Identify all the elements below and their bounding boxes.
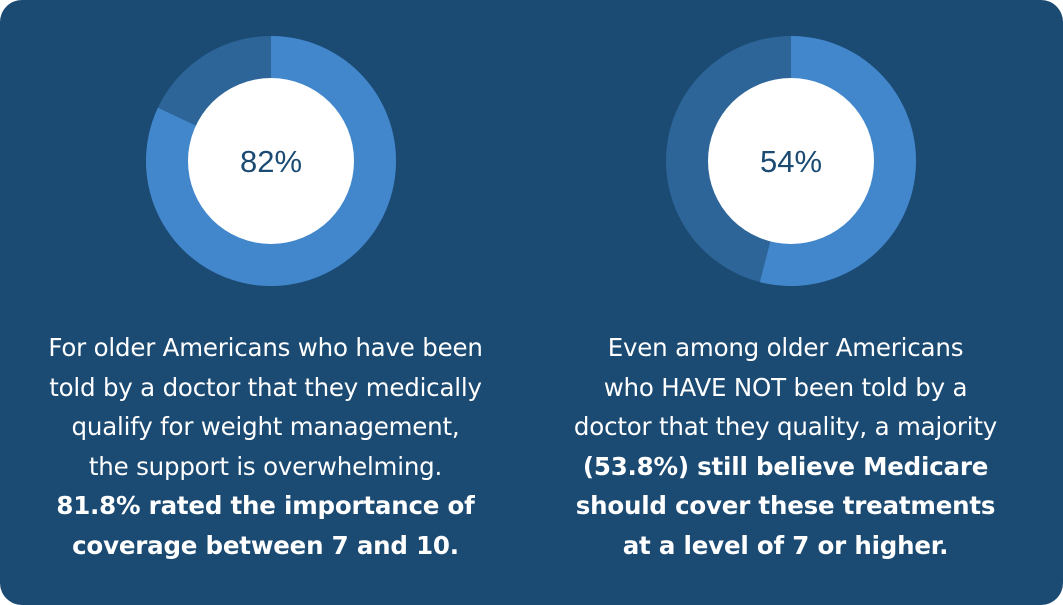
donut-svg-left: 82% [146, 36, 396, 286]
donut-center-right [708, 78, 874, 244]
caption-left: For older Americans who have been told b… [0, 328, 531, 565]
caption-bold-line: should cover these treatments [575, 491, 996, 520]
caption-bold-line: (53.8%) still believe Medicare [582, 451, 989, 481]
caption-right: Even among older Americans who HAVE NOT … [520, 328, 1051, 565]
caption-bold-line: 81.8% rated the importance of [56, 491, 475, 520]
caption-line: For older Americans who have been [48, 333, 483, 362]
panel-left: 82% For older Americans who have been to… [0, 0, 531, 605]
donut-chart-right: 54% [666, 36, 916, 286]
caption-line: Even among older Americans [607, 333, 964, 362]
caption-bold-line: coverage between 7 and 10. [72, 530, 459, 560]
caption-line: told by a doctor that they medically [49, 372, 482, 402]
caption-line: who HAVE NOT been told by a [603, 372, 968, 402]
panel-right: 54% Even among older Americans who HAVE … [520, 0, 1051, 605]
donut-chart-left: 82% [146, 36, 396, 286]
donut-percentage-right: 54% [760, 144, 822, 179]
caption-bold-line: at a level of 7 or higher. [622, 530, 949, 560]
caption-line: qualify for weight management, [71, 412, 460, 441]
caption-line: the support is overwhelming. [88, 451, 443, 481]
caption-line: doctor that they quality, a majority [573, 412, 998, 441]
donut-slice-primary-left [146, 36, 396, 286]
donut-svg-right: 54% [666, 36, 916, 286]
donut-center-left [188, 78, 354, 244]
donut-percentage-left: 82% [240, 144, 302, 179]
